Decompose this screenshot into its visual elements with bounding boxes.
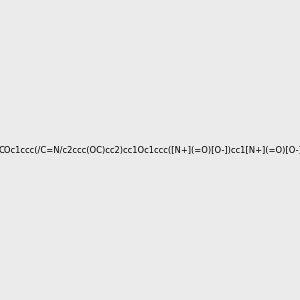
Text: COc1ccc(/C=N/c2ccc(OC)cc2)cc1Oc1ccc([N+](=O)[O-])cc1[N+](=O)[O-]: COc1ccc(/C=N/c2ccc(OC)cc2)cc1Oc1ccc([N+]… [0, 146, 300, 154]
